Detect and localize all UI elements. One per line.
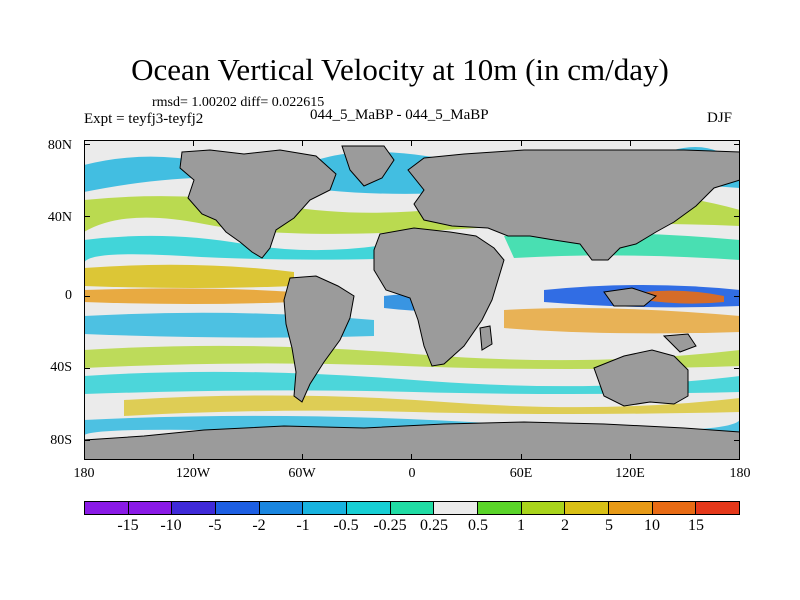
colorbar-swatch: [478, 502, 522, 514]
land-new-guinea: [662, 333, 697, 353]
lat-label-40n: 40N: [47, 210, 72, 225]
land-north-america: [179, 149, 337, 259]
colorbar-swatch: [390, 502, 435, 514]
colorbar-swatch: [652, 502, 697, 514]
land-antarctica: [84, 421, 740, 460]
land-madagascar: [479, 325, 493, 351]
colorbar-label: 0.5: [468, 517, 488, 534]
colorbar-swatch: [128, 502, 173, 514]
colorbar-label: -10: [160, 517, 182, 534]
lon-label-120w: 120W: [175, 466, 211, 481]
colorbar: [84, 501, 740, 515]
colorbar-label: 5: [605, 517, 613, 534]
lon-label-60e: 60E: [509, 466, 533, 481]
colorbar-swatch: [696, 502, 740, 514]
colorbar-swatch: [565, 502, 610, 514]
chart-title: Ocean Vertical Velocity at 10m (in cm/da…: [131, 52, 669, 87]
colorbar-label: -0.25: [373, 517, 407, 534]
axis-ticks: [84, 140, 740, 460]
land-indonesia: [603, 287, 658, 307]
comparison-label: 044_5_MaBP - 044_5_MaBP: [310, 107, 489, 123]
lat-label-40s: 40S: [50, 360, 72, 375]
colorbar-swatch: [521, 502, 566, 514]
colorbar-swatch: [434, 502, 479, 514]
colorbar-label: 15: [688, 517, 704, 534]
land-australia: [593, 349, 689, 407]
colorbar-swatch: [303, 502, 348, 514]
land-eurasia: [407, 149, 740, 261]
lon-label-180-right: 180: [729, 466, 751, 481]
land-africa: [373, 227, 505, 367]
colorbar-swatch: [259, 502, 304, 514]
land-greenland: [341, 145, 395, 187]
colorbar-label: -2: [252, 517, 266, 534]
land-south-america: [283, 275, 355, 403]
colorbar-label: -0.5: [333, 517, 359, 534]
lon-label-180-left: 180: [73, 466, 95, 481]
colorbar-label: 1: [517, 517, 525, 534]
lat-label-80s: 80S: [50, 433, 72, 448]
stats-label: rmsd= 1.00202 diff= 0.022615: [152, 95, 325, 110]
colorbar-label: -5: [208, 517, 222, 534]
colorbar-swatch: [347, 502, 391, 514]
colorbar-label: -15: [117, 517, 139, 534]
land-masses: [84, 145, 740, 460]
lat-label-80n: 80N: [47, 138, 72, 153]
colorbar-swatch: [609, 502, 653, 514]
colorbar-label: 10: [644, 517, 660, 534]
colorbar-label: -1: [296, 517, 310, 534]
colorbar-swatch: [172, 502, 217, 514]
colorbar-label: 0.25: [420, 517, 448, 534]
colorbar-swatch: [85, 502, 129, 514]
experiment-label: Expt = teyfj3-teyfj2: [84, 111, 204, 127]
ocean-velocity-map: [84, 140, 740, 460]
lon-label-60w: 60W: [288, 466, 316, 481]
season-label: DJF: [707, 110, 733, 126]
lon-label-0: 0: [408, 466, 416, 481]
colorbar-swatch: [216, 502, 260, 514]
lat-label-0: 0: [65, 288, 72, 303]
colorbar-label: 2: [561, 517, 569, 534]
lon-label-120e: 120E: [615, 466, 645, 481]
